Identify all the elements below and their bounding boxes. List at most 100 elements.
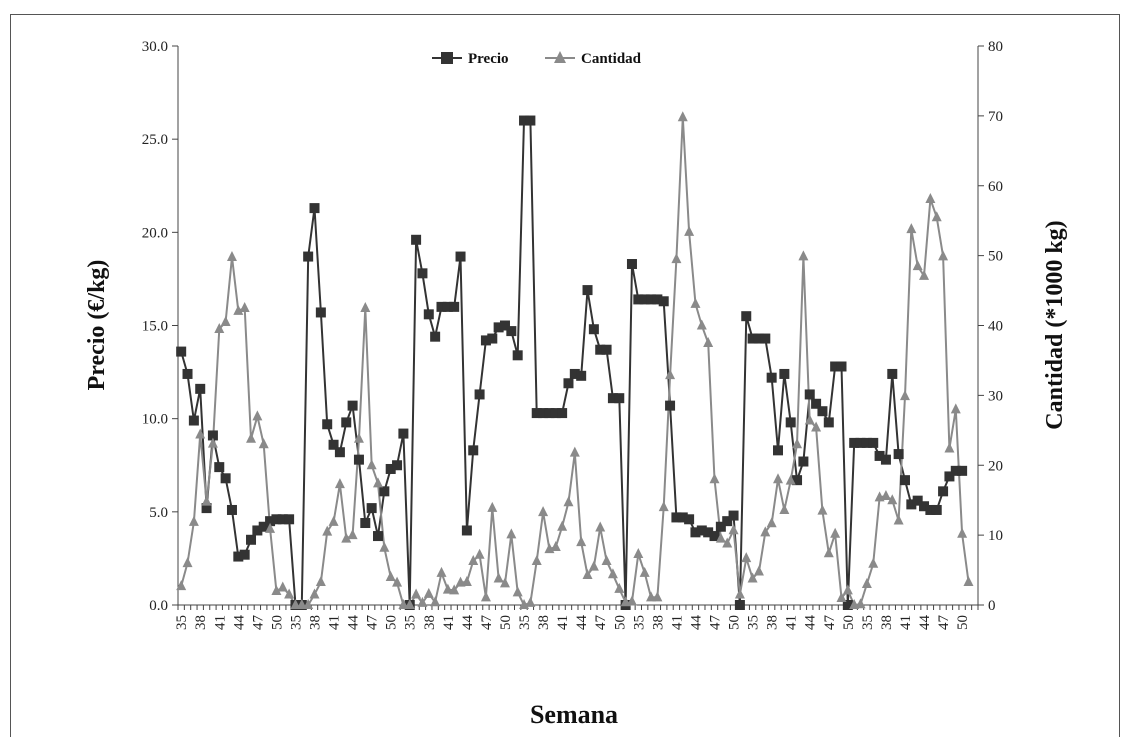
x-tick-label: 41 bbox=[669, 615, 685, 630]
x-tick-label: 35 bbox=[860, 615, 876, 630]
point-precio bbox=[607, 393, 618, 404]
point-cantidad bbox=[912, 260, 923, 271]
point-precio bbox=[341, 417, 352, 428]
point-precio bbox=[861, 437, 872, 448]
point-cantidad bbox=[411, 588, 422, 599]
point-cantidad bbox=[309, 588, 320, 599]
point-cantidad bbox=[671, 253, 682, 264]
point-cantidad bbox=[474, 548, 485, 559]
left-axis-ticks: 0.0 5.0 10.0 15.0 20.0 25.0 30.0 bbox=[142, 39, 178, 614]
point-cantidad bbox=[938, 250, 949, 261]
point-precio bbox=[303, 251, 314, 262]
point-precio bbox=[233, 551, 244, 562]
point-cantidad bbox=[709, 473, 720, 484]
point-precio bbox=[265, 516, 276, 527]
point-cantidad bbox=[728, 524, 739, 535]
point-precio bbox=[258, 521, 269, 532]
point-cantidad bbox=[322, 525, 333, 536]
point-precio bbox=[271, 514, 282, 525]
point-precio bbox=[817, 406, 828, 417]
point-precio bbox=[550, 408, 561, 419]
point-cantidad bbox=[246, 432, 257, 443]
point-precio bbox=[646, 294, 657, 305]
x-axis-ticks: 35 38 41 44 47 50 35 38 41 44 47 50 35 38 41 44 47 50 35 38… bbox=[174, 605, 979, 631]
point-precio bbox=[722, 516, 733, 527]
point-precio bbox=[322, 419, 333, 430]
point-precio bbox=[214, 462, 225, 473]
point-cantidad bbox=[176, 580, 187, 591]
point-precio bbox=[595, 344, 606, 355]
point-precio bbox=[309, 203, 320, 214]
point-precio bbox=[887, 368, 898, 379]
x-tick-label: 47 bbox=[365, 615, 381, 631]
point-precio bbox=[747, 333, 758, 344]
x-tick-label: 50 bbox=[612, 615, 628, 630]
point-cantidad bbox=[188, 515, 199, 526]
legend: Precio Cantidad bbox=[432, 51, 642, 67]
point-cantidad bbox=[823, 547, 834, 558]
right-tick-label: 30 bbox=[988, 388, 1003, 404]
point-precio bbox=[658, 296, 669, 307]
x-tick-label: 35 bbox=[403, 615, 419, 630]
point-cantidad bbox=[899, 390, 910, 401]
point-precio bbox=[531, 408, 542, 419]
point-precio bbox=[849, 437, 860, 448]
point-cantidad bbox=[506, 528, 517, 539]
point-cantidad bbox=[741, 552, 752, 563]
point-precio bbox=[576, 370, 587, 381]
point-precio bbox=[449, 301, 460, 312]
point-precio bbox=[182, 368, 193, 379]
point-precio bbox=[468, 445, 479, 456]
point-cantidad bbox=[398, 599, 409, 609]
point-precio bbox=[474, 389, 485, 400]
x-tick-label: 44 bbox=[917, 615, 933, 631]
point-precio bbox=[690, 527, 701, 538]
point-cantidad bbox=[499, 577, 510, 588]
left-tick-label: 20.0 bbox=[142, 225, 168, 241]
point-cantidad bbox=[836, 592, 847, 603]
point-cantidad bbox=[296, 599, 307, 609]
right-tick-label: 80 bbox=[988, 39, 1003, 55]
point-precio bbox=[836, 361, 847, 372]
point-cantidad bbox=[417, 596, 428, 607]
point-cantidad bbox=[957, 527, 968, 538]
point-cantidad bbox=[265, 522, 276, 533]
point-precio bbox=[703, 527, 714, 538]
point-cantidad bbox=[182, 557, 193, 568]
point-precio bbox=[392, 460, 403, 471]
point-cantidad bbox=[950, 403, 961, 414]
point-precio bbox=[874, 450, 885, 461]
point-precio bbox=[461, 525, 472, 536]
point-precio bbox=[284, 514, 295, 525]
right-axis-ticks: 0 10 20 30 40 50 60 70 80 bbox=[978, 39, 1003, 614]
point-cantidad bbox=[347, 529, 358, 540]
point-cantidad bbox=[925, 193, 936, 204]
point-cantidad bbox=[887, 494, 898, 505]
point-precio bbox=[652, 294, 663, 305]
point-cantidad bbox=[392, 576, 403, 587]
x-tick-label: 47 bbox=[822, 615, 838, 631]
point-precio bbox=[493, 322, 504, 333]
point-cantidad bbox=[684, 225, 695, 236]
point-precio bbox=[417, 268, 428, 279]
right-tick-label: 10 bbox=[988, 528, 1003, 544]
point-cantidad bbox=[601, 554, 612, 565]
point-precio bbox=[588, 324, 599, 335]
point-precio bbox=[938, 486, 949, 497]
point-precio bbox=[868, 437, 879, 448]
point-cantidad bbox=[404, 599, 415, 609]
point-cantidad bbox=[944, 442, 955, 453]
point-cantidad bbox=[461, 575, 472, 586]
point-precio bbox=[912, 495, 923, 506]
point-cantidad bbox=[633, 547, 644, 558]
point-precio bbox=[677, 512, 688, 523]
point-cantidad bbox=[607, 568, 618, 579]
point-precio bbox=[360, 518, 371, 529]
x-tick-label: 38 bbox=[879, 615, 895, 630]
point-precio bbox=[741, 311, 752, 322]
x-tick-label: 50 bbox=[841, 615, 857, 630]
point-cantidad bbox=[366, 459, 377, 470]
x-tick-label: 50 bbox=[955, 615, 971, 630]
point-precio bbox=[480, 335, 491, 346]
point-precio bbox=[379, 486, 390, 497]
